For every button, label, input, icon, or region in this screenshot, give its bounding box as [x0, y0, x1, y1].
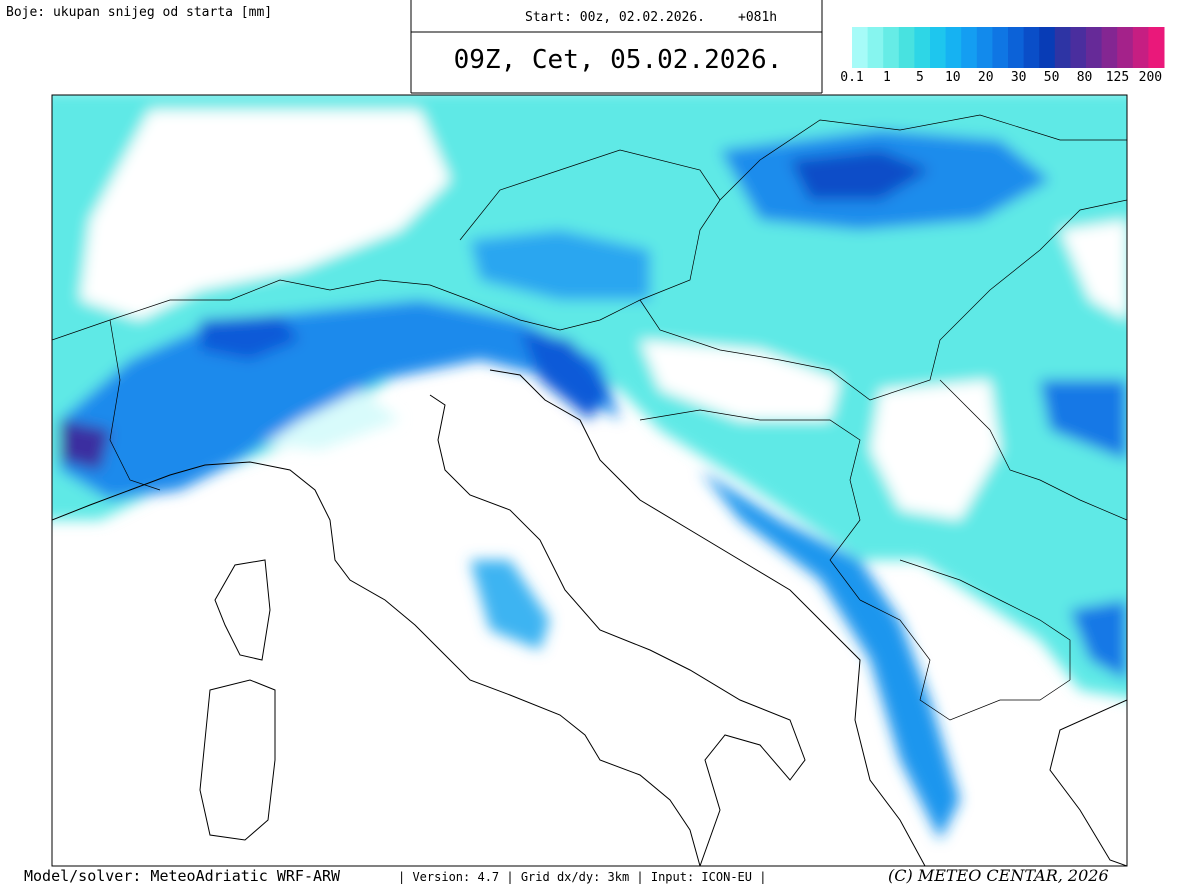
- colorbar-label: 50: [1044, 70, 1060, 85]
- legend-title: Boje: ukupan snijeg od starta [mm]: [6, 5, 272, 20]
- colorbar-label: 125: [1106, 70, 1129, 85]
- footer-copyright: (C) METEO CENTAR, 2026: [888, 866, 1109, 885]
- start-time: Start: 00z, 02.02.2026.: [525, 10, 705, 25]
- colorbar-label: 20: [978, 70, 994, 85]
- map-frame: [51, 94, 1128, 867]
- colorbar: 0.1 1 5 10 20 30 50 80 125 200: [840, 27, 1165, 85]
- colorbar-swatch: [1039, 27, 1056, 68]
- colorbar-label: 5: [916, 70, 924, 85]
- borders: [52, 114, 1127, 721]
- colorbar-swatch: [1070, 27, 1087, 68]
- colorbar-swatch: [898, 27, 915, 68]
- colorbar-swatch: [1054, 27, 1071, 68]
- valid-time: 09Z, Cet, 05.02.2026.: [454, 45, 783, 75]
- header-box: [410, 0, 823, 94]
- lead-time: +081h: [738, 10, 777, 25]
- colorbar-swatch: [883, 27, 900, 68]
- colorbar-label: 0.1: [840, 70, 863, 85]
- colorbar-swatch: [1148, 27, 1165, 68]
- colorbar-swatch: [852, 27, 869, 68]
- colorbar-label: 1: [883, 70, 891, 85]
- colorbar-swatch: [992, 27, 1009, 68]
- colorbar-swatch: [976, 27, 993, 68]
- colorbar-label: 200: [1139, 70, 1162, 85]
- footer-details: | Version: 4.7 | Grid dx/dy: 3km | Input…: [398, 870, 766, 884]
- colorbar-swatch: [1132, 27, 1149, 68]
- coastlines: [52, 369, 1127, 866]
- colorbar-swatch: [1008, 27, 1025, 68]
- colorbar-label: 10: [945, 70, 961, 85]
- colorbar-swatch: [1086, 27, 1103, 68]
- colorbar-swatch: [1117, 27, 1134, 68]
- footer-model: Model/solver: MeteoAdriatic WRF-ARW: [24, 867, 341, 885]
- colorbar-swatch: [945, 27, 962, 68]
- snow-field: [52, 95, 1127, 840]
- colorbar-swatch: [930, 27, 947, 68]
- colorbar-label: 80: [1077, 70, 1093, 85]
- colorbar-swatch: [914, 27, 931, 68]
- colorbar-swatch: [961, 27, 978, 68]
- colorbar-swatch: [867, 27, 884, 68]
- colorbar-swatch: [1023, 27, 1040, 68]
- colorbar-label: 30: [1011, 70, 1027, 85]
- map: [52, 95, 1127, 866]
- colorbar-swatch: [1101, 27, 1118, 68]
